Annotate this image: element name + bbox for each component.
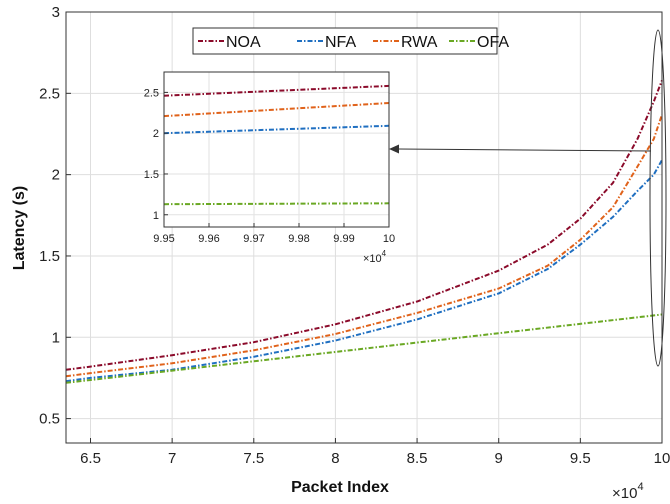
inset-x-tick-label: 9.99 xyxy=(333,233,354,245)
zoom-ellipse xyxy=(649,29,667,367)
inset-x-multiplier: ×104 xyxy=(363,249,387,265)
legend-items: NOA NFA RWA OFA xyxy=(198,34,509,51)
x-tick-label: 6.5 xyxy=(80,450,101,467)
plot-frame xyxy=(65,11,663,444)
x-tick-label: 7.5 xyxy=(243,450,264,467)
inset-background xyxy=(164,72,389,227)
y-axis-label: Latency (s) xyxy=(11,186,28,270)
inset-y-tick-label: 2 xyxy=(153,128,159,140)
zoom-arrow-line xyxy=(397,148,652,152)
x-tick-label: 9 xyxy=(495,450,503,467)
legend-label-nfa: NFA xyxy=(325,34,356,51)
x-tick-label: 8 xyxy=(331,450,339,467)
inset-y-tick-label: 2.5 xyxy=(144,87,159,99)
inset-series-line-noa xyxy=(163,84,390,97)
x-tick-label: 7 xyxy=(168,450,176,467)
main-series xyxy=(65,79,663,384)
zoom-arrow-head xyxy=(389,144,399,154)
inset-chart: 9.95 9.96 9.97 9.98 9.99 10 1 1.5 2 2.5 ×104 xyxy=(144,71,395,265)
inset-x-tick-label: 9.96 xyxy=(198,233,219,245)
y-tick-label: 1.5 xyxy=(39,248,60,265)
series-line-noa xyxy=(65,79,663,371)
inset-series-line-ofa xyxy=(163,202,390,206)
x-multiplier: ×104 xyxy=(612,481,644,502)
series-line-rwa xyxy=(65,114,663,378)
inset-x-tick-label: 9.95 xyxy=(153,233,174,245)
legend-label-noa: NOA xyxy=(226,34,261,51)
inset-series-line-nfa xyxy=(163,124,390,135)
inset-x-multiplier-base: ×10 xyxy=(363,253,382,265)
inset-ticks: 9.95 9.96 9.97 9.98 9.99 10 1 1.5 2 2.5 xyxy=(144,87,395,245)
legend-label-rwa: RWA xyxy=(401,34,438,51)
main-ticks: 6.5 7 7.5 8 8.5 9 9.5 10 0.5 1 1.5 2 2.5 3 xyxy=(39,4,670,467)
x-axis-label: Packet Index xyxy=(291,479,389,496)
y-tick-label: 2.5 xyxy=(39,85,60,102)
inset-y-tick-label: 1.5 xyxy=(144,169,159,181)
y-tick-label: 3 xyxy=(52,4,60,21)
inset-x-tick-label: 9.98 xyxy=(288,233,309,245)
x-tick-label: 8.5 xyxy=(407,450,428,467)
inset-x-multiplier-exp: 4 xyxy=(382,249,387,258)
inset-x-tick-label: 9.97 xyxy=(243,233,264,245)
y-tick-label: 0.5 xyxy=(39,411,60,428)
legend-box xyxy=(192,27,498,55)
legend: NOA NFA RWA OFA xyxy=(192,27,509,55)
x-tick-label: 9.5 xyxy=(570,450,591,467)
x-multiplier-exp: 4 xyxy=(637,481,643,493)
inset-frame xyxy=(163,71,390,228)
x-tick-label: 10 xyxy=(654,450,670,467)
inset-series xyxy=(163,84,390,206)
inset-y-tick-label: 1 xyxy=(153,210,159,222)
inset-series-line-rwa xyxy=(163,102,390,118)
inset-x-tick-label: 10 xyxy=(383,233,395,245)
y-tick-label: 1 xyxy=(52,329,60,346)
y-tick-label: 2 xyxy=(52,167,60,184)
legend-label-ofa: OFA xyxy=(477,34,509,51)
x-multiplier-base: ×10 xyxy=(612,485,637,502)
